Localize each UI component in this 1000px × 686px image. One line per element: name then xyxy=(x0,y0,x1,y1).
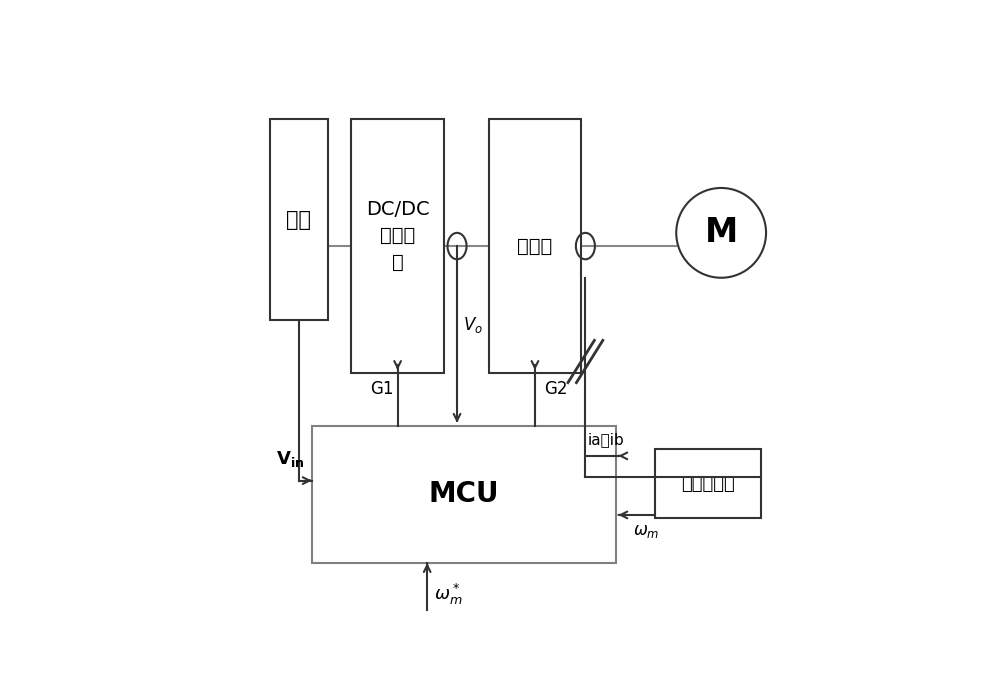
Text: M: M xyxy=(705,216,738,250)
Text: $\omega_m^*$: $\omega_m^*$ xyxy=(434,582,463,607)
Text: 电池: 电池 xyxy=(286,210,311,230)
Text: G1: G1 xyxy=(370,379,394,398)
Text: $V_o$: $V_o$ xyxy=(463,316,483,335)
Text: MCU: MCU xyxy=(428,480,499,508)
Bar xyxy=(270,119,328,320)
Bar xyxy=(655,449,761,518)
Text: ia、ib: ia、ib xyxy=(587,433,624,447)
Bar xyxy=(489,119,581,373)
Text: G2: G2 xyxy=(544,379,568,398)
Text: 逆变器: 逆变器 xyxy=(517,237,553,256)
Text: DC/DC
变换单
元: DC/DC 变换单 元 xyxy=(366,200,429,272)
Text: $\mathbf{V_{in}}$: $\mathbf{V_{in}}$ xyxy=(276,449,305,469)
Bar xyxy=(312,425,616,563)
Text: 滑模观测器: 滑模观测器 xyxy=(681,475,735,493)
Bar xyxy=(351,119,444,373)
Text: $\omega_{m}$: $\omega_{m}$ xyxy=(633,522,659,540)
